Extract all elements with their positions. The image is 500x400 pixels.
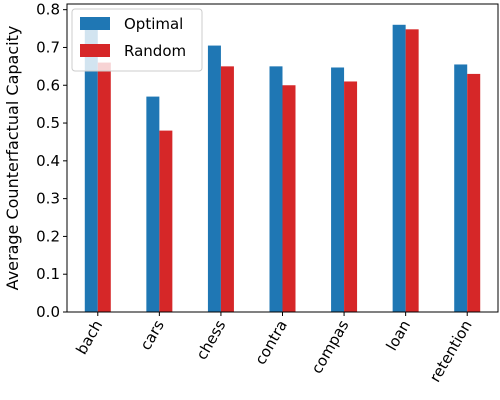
- bar-optimal-loan: [392, 24, 406, 312]
- bar-random-chess: [220, 66, 234, 312]
- bar-optimal-compas: [331, 67, 345, 313]
- bar-random-retention: [467, 73, 481, 312]
- legend-label-optimal: Optimal: [124, 15, 183, 33]
- x-tick-label-cars: cars: [137, 317, 168, 353]
- bar-optimal-bach: [84, 17, 98, 313]
- y-tick-label-2: 0.2: [36, 227, 60, 245]
- x-tick-label-loan: loan: [382, 317, 414, 354]
- bar-random-contra: [282, 85, 296, 313]
- bar-optimal-chess: [207, 45, 221, 312]
- bar-random-compas: [344, 81, 358, 313]
- bar-optimal-cars: [146, 96, 160, 312]
- y-tick-label-8: 0.8: [36, 1, 60, 19]
- y-tick-label-7: 0.7: [36, 38, 60, 56]
- y-tick-label-6: 0.6: [36, 76, 60, 94]
- legend-label-random: Random: [124, 42, 186, 60]
- y-tick-label-4: 0.4: [36, 152, 60, 170]
- legend-swatch-optimal: [80, 17, 110, 30]
- y-tick-label-5: 0.5: [36, 114, 60, 132]
- y-tick-label-1: 0.1: [36, 265, 60, 283]
- x-tick-label-contra: contra: [251, 317, 291, 368]
- legend: Optimal Random: [71, 8, 203, 72]
- bar-random-cars: [159, 130, 173, 312]
- x-tick-label-compas: compas: [308, 317, 353, 377]
- y-axis: 0.0 0.1 0.2 0.3 0.4 0.5 0.6 0.7 0.8: [36, 1, 67, 321]
- bars-layer: [84, 17, 481, 313]
- x-tick-label-retention: retention: [426, 317, 476, 385]
- y-tick-label-0: 0.0: [36, 303, 60, 321]
- plot-frame: [66, 3, 499, 313]
- y-tick-label-3: 0.3: [36, 190, 60, 208]
- x-tick-label-bach: bach: [72, 317, 106, 358]
- bar-random-loan: [405, 29, 419, 312]
- legend-swatch-random: [80, 44, 110, 57]
- bar-optimal-contra: [269, 66, 283, 312]
- bar-optimal-retention: [454, 64, 468, 313]
- y-axis-label: Average Counterfactual Capacity: [3, 26, 22, 291]
- bar-random-bach: [97, 62, 111, 312]
- x-axis: bach cars chess contra compas loan retention: [72, 312, 476, 385]
- x-tick-label-chess: chess: [192, 317, 229, 363]
